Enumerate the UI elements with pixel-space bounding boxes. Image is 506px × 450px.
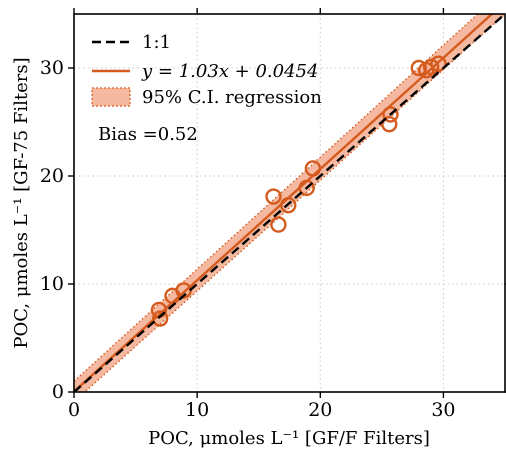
x-tick-label: 10 xyxy=(185,399,209,421)
data-point xyxy=(265,188,282,205)
regression-line xyxy=(74,14,494,392)
ci-upper-line xyxy=(74,14,479,382)
y-axis-title: POC, μmoles L⁻¹ [GF-75 Filters] xyxy=(11,57,32,348)
data-point xyxy=(430,55,447,72)
data-point xyxy=(382,106,399,123)
plot-frame xyxy=(73,13,506,393)
x-tick-label: 0 xyxy=(68,399,80,421)
x-axis-title: POC, μmoles L⁻¹ [GF/F Filters] xyxy=(148,428,430,449)
data-point xyxy=(422,58,440,76)
legend: 1:1 y = 1.03x + 0.0454 95% C.I. regressi… xyxy=(91,32,322,108)
bias-annotation: Bias =0.52 xyxy=(98,124,198,145)
legend-ci-swatch xyxy=(91,87,131,107)
y-tick-label: 20 xyxy=(40,165,64,187)
data-layer xyxy=(74,14,505,392)
ci-lower-line xyxy=(83,14,505,392)
legend-one-to-one-label: 1:1 xyxy=(142,32,171,53)
one-to-one-line xyxy=(74,14,505,392)
y-tick-label: 10 xyxy=(40,273,64,295)
y-tick-label: 30 xyxy=(40,57,64,79)
data-point xyxy=(381,115,398,133)
legend-ci-label: 95% C.I. regression xyxy=(142,87,322,108)
x-tick-label: 30 xyxy=(431,399,455,421)
data-point xyxy=(410,59,427,77)
x-tick-label: 20 xyxy=(308,399,332,421)
y-tick-label: 0 xyxy=(52,381,64,403)
data-point xyxy=(270,216,287,233)
ticks: 0 10 20 30 0 10 20 30 xyxy=(40,8,506,421)
legend-regression-label: y = 1.03x + 0.0454 xyxy=(141,61,318,82)
